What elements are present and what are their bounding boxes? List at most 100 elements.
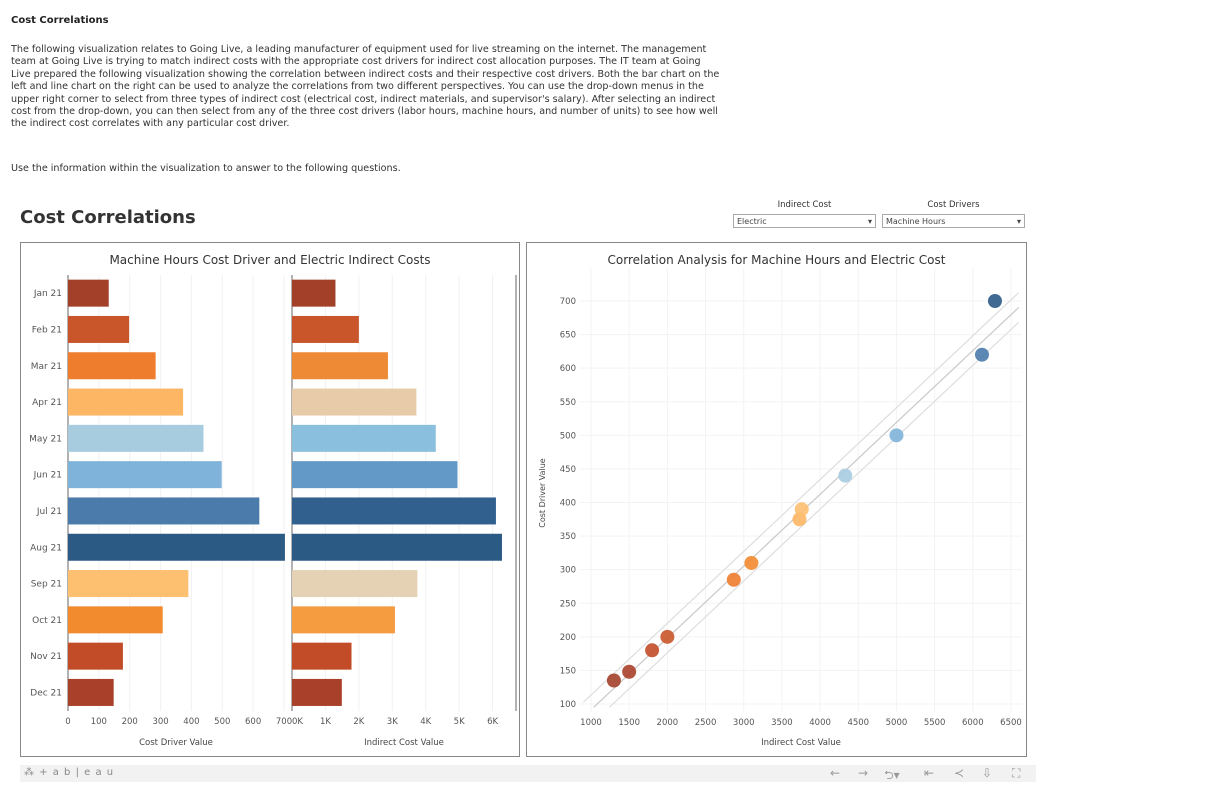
x-tick-label: 5K xyxy=(454,717,465,727)
scatter-point xyxy=(726,572,741,587)
month-label: Nov 21 xyxy=(30,652,62,662)
x-tick-label: 5500 xyxy=(924,718,946,728)
indirect-cost-dropdown[interactable]: Electric ▾ xyxy=(733,214,876,228)
trend-band-lower xyxy=(608,321,1020,708)
month-label: Dec 21 xyxy=(30,688,62,698)
undo-icon[interactable]: ← xyxy=(830,766,841,780)
x-tick-label: 2000 xyxy=(657,718,679,728)
month-label: May 21 xyxy=(29,434,62,444)
month-label: Sep 21 xyxy=(31,580,62,590)
month-label: Aug 21 xyxy=(30,543,62,553)
bar-sep-21-pane1 xyxy=(68,570,189,598)
x-tick-label: 6K xyxy=(487,717,498,727)
scatter-point xyxy=(987,294,1002,308)
scatter-point xyxy=(974,347,989,362)
redo-icon[interactable]: → xyxy=(858,766,869,780)
bar-chart-title: Machine Hours Cost Driver and Electric I… xyxy=(109,253,431,267)
page-heading: Cost Correlations xyxy=(11,15,109,26)
reset-icon[interactable]: ⇤ xyxy=(924,766,935,780)
cost-drivers-value: Machine Hours xyxy=(886,217,946,226)
y-tick-label: 100 xyxy=(560,700,576,710)
month-label: Jul 21 xyxy=(36,507,62,517)
scatter-point xyxy=(660,629,675,644)
x-tick-label: 3K xyxy=(387,717,398,727)
x-tick-label: 0K xyxy=(292,717,303,727)
x-tick-label: 300 xyxy=(152,717,168,727)
x-tick-label: 3000 xyxy=(733,718,755,728)
bar-may-21-pane2 xyxy=(292,424,436,452)
x-tick-label: 4K xyxy=(420,717,431,727)
dropdown-arrow-icon: ▾ xyxy=(867,217,872,226)
y-tick-label: 650 xyxy=(560,331,576,341)
bar-mar-21-pane2 xyxy=(292,352,388,380)
x-tick-label: 6500 xyxy=(1000,718,1022,728)
x-tick-label: 400 xyxy=(183,717,199,727)
cost-drivers-label: Cost Drivers xyxy=(927,200,980,210)
x-tick-label: 4500 xyxy=(847,718,869,728)
scatter-point xyxy=(889,428,904,443)
x-tick-label: 5000 xyxy=(886,718,908,728)
month-label: Feb 21 xyxy=(32,325,62,335)
month-label: Mar 21 xyxy=(31,362,62,372)
x-axis-title: Cost Driver Value xyxy=(139,738,213,748)
scatter-point xyxy=(794,502,809,517)
bar-apr-21-pane1 xyxy=(68,388,184,416)
month-label: Apr 21 xyxy=(32,398,62,408)
bar-aug-21-pane1 xyxy=(68,533,285,561)
revert-icon[interactable]: ⮌▾ xyxy=(884,768,900,782)
tableau-toolbar: ⁂ + a b | e a u ← → ⮌▾ ⇤ ≺ ⇩ ⛶ xyxy=(20,765,1036,782)
indirect-cost-label: Indirect Cost xyxy=(777,200,832,210)
x-tick-label: 1000 xyxy=(580,718,602,728)
share-icon[interactable]: ≺ xyxy=(954,766,965,780)
x-tick-label: 2500 xyxy=(695,718,717,728)
x-tick-label: 2K xyxy=(353,717,364,727)
month-label: Jun 21 xyxy=(33,471,62,481)
x-axis-title: Indirect Cost Value xyxy=(761,738,841,748)
x-tick-label: 500 xyxy=(214,717,230,727)
bar-feb-21-pane1 xyxy=(68,315,130,343)
y-tick-label: 300 xyxy=(560,566,576,576)
month-label: Oct 21 xyxy=(32,616,62,626)
bar-mar-21-pane1 xyxy=(68,352,156,380)
bar-jun-21-pane1 xyxy=(68,461,222,489)
y-tick-label: 450 xyxy=(560,465,576,475)
bar-sep-21-pane2 xyxy=(292,570,418,598)
x-tick-label: 600 xyxy=(245,717,261,727)
x-tick-label: 1500 xyxy=(618,718,640,728)
bar-dec-21-pane2 xyxy=(292,678,342,706)
x-tick-label: 0 xyxy=(65,717,70,727)
bar-oct-21-pane2 xyxy=(292,606,395,634)
bar-apr-21-pane2 xyxy=(292,388,417,416)
scatter-chart-title: Correlation Analysis for Machine Hours a… xyxy=(607,253,946,267)
instruction-text: Use the information within the visualiza… xyxy=(11,163,401,174)
bar-jan-21-pane1 xyxy=(68,279,109,307)
x-tick-label: 4000 xyxy=(809,718,831,728)
bar-dec-21-pane1 xyxy=(68,678,114,706)
scatter-point xyxy=(838,468,853,483)
y-tick-label: 700 xyxy=(560,297,576,307)
scatter-point xyxy=(744,555,759,570)
trend-band-upper xyxy=(582,292,1020,703)
bar-jul-21-pane2 xyxy=(292,497,496,525)
fullscreen-icon[interactable]: ⛶ xyxy=(1012,766,1021,780)
month-label: Jan 21 xyxy=(33,289,62,299)
x-tick-label: 700 xyxy=(276,717,292,727)
x-tick-label: 1K xyxy=(320,717,331,727)
y-tick-label: 350 xyxy=(560,532,576,542)
scatter-point xyxy=(645,643,660,658)
scatter-chart-panel: Correlation Analysis for Machine Hours a… xyxy=(526,242,1027,757)
y-tick-label: 400 xyxy=(560,499,576,509)
bar-may-21-pane1 xyxy=(68,424,204,452)
download-icon[interactable]: ⇩ xyxy=(982,766,993,780)
bar-jul-21-pane1 xyxy=(68,497,260,525)
y-tick-label: 250 xyxy=(560,599,576,609)
scatter-point xyxy=(622,664,637,679)
y-tick-label: 550 xyxy=(560,398,576,408)
y-tick-label: 500 xyxy=(560,431,576,441)
y-tick-label: 200 xyxy=(560,633,576,643)
cost-drivers-dropdown[interactable]: Machine Hours ▾ xyxy=(882,214,1025,228)
y-tick-label: 150 xyxy=(560,666,576,676)
scatter-point xyxy=(606,673,621,688)
dashboard-title: Cost Correlations xyxy=(20,207,196,228)
x-tick-label: 100 xyxy=(91,717,107,727)
